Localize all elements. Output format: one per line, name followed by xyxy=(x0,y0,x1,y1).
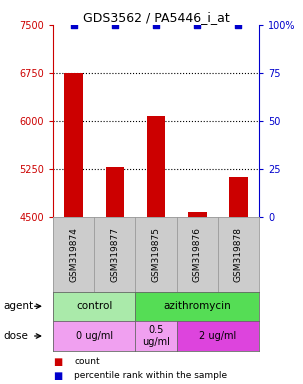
Bar xyxy=(147,116,165,217)
Text: azithromycin: azithromycin xyxy=(163,301,231,311)
Text: GSM319874: GSM319874 xyxy=(69,227,78,282)
Text: percentile rank within the sample: percentile rank within the sample xyxy=(74,371,227,380)
Title: GDS3562 / PA5446_i_at: GDS3562 / PA5446_i_at xyxy=(83,11,229,24)
Point xyxy=(195,22,200,28)
Text: count: count xyxy=(74,357,100,366)
Text: GSM319877: GSM319877 xyxy=(110,227,119,282)
Point xyxy=(71,22,76,28)
Text: agent: agent xyxy=(3,301,33,311)
Bar xyxy=(105,167,124,217)
Point xyxy=(154,22,158,28)
Text: 0.5
ug/ml: 0.5 ug/ml xyxy=(142,325,170,347)
Point xyxy=(112,22,117,28)
Text: GSM319875: GSM319875 xyxy=(152,227,161,282)
Text: control: control xyxy=(76,301,112,311)
Text: GSM319878: GSM319878 xyxy=(234,227,243,282)
Text: GSM319876: GSM319876 xyxy=(193,227,202,282)
Text: dose: dose xyxy=(3,331,28,341)
Text: 2 ug/ml: 2 ug/ml xyxy=(199,331,236,341)
Text: 0 ug/ml: 0 ug/ml xyxy=(76,331,113,341)
Text: ■: ■ xyxy=(53,357,62,367)
Bar xyxy=(64,73,83,217)
Point xyxy=(236,22,241,28)
Text: ■: ■ xyxy=(53,371,62,381)
Bar xyxy=(188,212,207,217)
Bar xyxy=(229,177,248,217)
